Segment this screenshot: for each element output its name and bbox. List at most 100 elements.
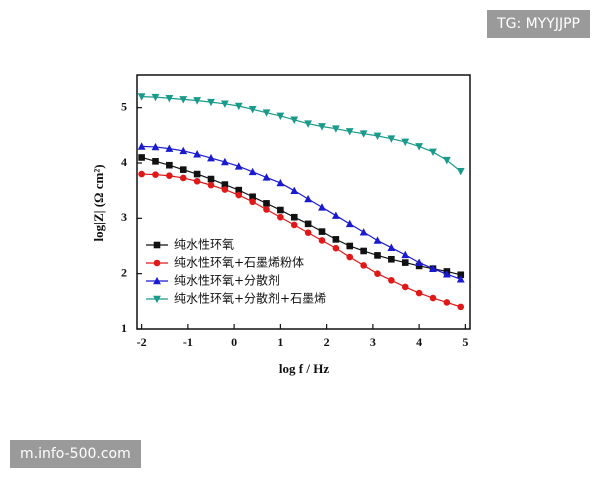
x-tick-label: 4 bbox=[416, 335, 422, 349]
marker bbox=[401, 283, 409, 291]
x-axis-title: log f / Hz bbox=[279, 361, 329, 376]
marker bbox=[152, 171, 159, 178]
marker bbox=[276, 178, 285, 187]
y-tick-label: 3 bbox=[121, 210, 127, 224]
marker bbox=[193, 97, 202, 105]
x-tick-label: -1 bbox=[183, 335, 193, 349]
watermark: TG: MYYJJPP bbox=[487, 10, 590, 38]
marker bbox=[248, 106, 257, 114]
marker bbox=[221, 181, 229, 188]
legend-label: 纯水性环氧+石墨烯粉体 bbox=[174, 256, 304, 270]
marker bbox=[234, 102, 243, 111]
marker bbox=[359, 130, 368, 138]
marker bbox=[221, 186, 229, 193]
marker bbox=[332, 244, 340, 252]
marker bbox=[318, 237, 326, 244]
marker bbox=[304, 220, 312, 228]
marker bbox=[374, 270, 381, 277]
marker bbox=[457, 303, 465, 311]
marker bbox=[249, 193, 256, 201]
y-tick-label: 5 bbox=[121, 99, 127, 113]
marker bbox=[137, 93, 146, 101]
legend-label: 纯水性环氧 bbox=[174, 238, 234, 252]
marker bbox=[304, 229, 312, 237]
x-tick-label: -2 bbox=[137, 335, 147, 349]
marker bbox=[360, 247, 367, 255]
x-tick-label: 1 bbox=[277, 335, 283, 349]
marker bbox=[207, 153, 215, 162]
marker bbox=[153, 259, 161, 267]
marker bbox=[318, 123, 326, 131]
marker bbox=[401, 250, 410, 259]
marker bbox=[415, 258, 424, 266]
marker bbox=[388, 277, 395, 284]
marker bbox=[235, 186, 243, 194]
marker bbox=[263, 200, 270, 207]
marker bbox=[304, 194, 313, 203]
marker bbox=[249, 198, 256, 206]
marker bbox=[138, 170, 145, 178]
marker bbox=[401, 138, 410, 147]
marker bbox=[318, 228, 326, 235]
x-tick-label: 5 bbox=[462, 335, 468, 349]
marker bbox=[166, 161, 173, 169]
marker bbox=[360, 262, 367, 269]
marker bbox=[152, 158, 159, 165]
marker bbox=[153, 276, 161, 285]
marker bbox=[290, 221, 298, 229]
marker bbox=[388, 255, 395, 263]
x-tick-label: 0 bbox=[231, 335, 237, 349]
marker bbox=[374, 252, 381, 259]
marker bbox=[193, 150, 202, 158]
marker bbox=[456, 275, 465, 283]
marker bbox=[263, 206, 270, 213]
watermark: m.info-500.com bbox=[10, 440, 141, 468]
marker bbox=[193, 170, 201, 178]
marker bbox=[220, 100, 229, 108]
marker bbox=[179, 96, 188, 104]
marker bbox=[151, 142, 160, 151]
legend-label: 纯水性环氧+分散剂+石墨烯 bbox=[174, 291, 326, 306]
marker bbox=[290, 213, 298, 221]
marker bbox=[345, 128, 354, 136]
marker bbox=[153, 241, 161, 249]
marker bbox=[235, 191, 243, 199]
marker bbox=[151, 93, 160, 102]
marker bbox=[277, 206, 284, 214]
marker bbox=[166, 172, 173, 180]
marker bbox=[262, 109, 271, 117]
marker bbox=[304, 120, 313, 128]
marker bbox=[373, 132, 382, 140]
marker bbox=[415, 143, 424, 151]
marker bbox=[401, 259, 409, 266]
marker bbox=[179, 166, 187, 173]
marker bbox=[442, 270, 451, 278]
y-tick-label: 4 bbox=[121, 155, 127, 169]
marker bbox=[290, 186, 299, 194]
marker bbox=[442, 156, 451, 165]
marker bbox=[331, 125, 340, 133]
marker bbox=[429, 148, 437, 157]
marker bbox=[179, 174, 187, 182]
marker bbox=[220, 157, 229, 166]
marker bbox=[346, 242, 354, 250]
marker bbox=[331, 211, 340, 219]
marker bbox=[429, 264, 437, 272]
marker bbox=[429, 294, 437, 302]
marker bbox=[457, 271, 465, 279]
legend-label: 纯水性环氧+分散剂 bbox=[174, 273, 280, 288]
marker bbox=[207, 175, 215, 183]
marker bbox=[415, 262, 423, 270]
marker bbox=[415, 289, 423, 297]
marker bbox=[359, 228, 368, 236]
marker bbox=[345, 219, 354, 228]
x-tick-label: 3 bbox=[370, 335, 376, 349]
marker bbox=[165, 144, 174, 152]
marker bbox=[179, 146, 188, 155]
marker bbox=[456, 168, 465, 176]
y-tick-label: 1 bbox=[121, 321, 127, 335]
marker bbox=[234, 162, 243, 170]
y-axis-title: log|Z| (Ω cm²) bbox=[91, 164, 106, 241]
